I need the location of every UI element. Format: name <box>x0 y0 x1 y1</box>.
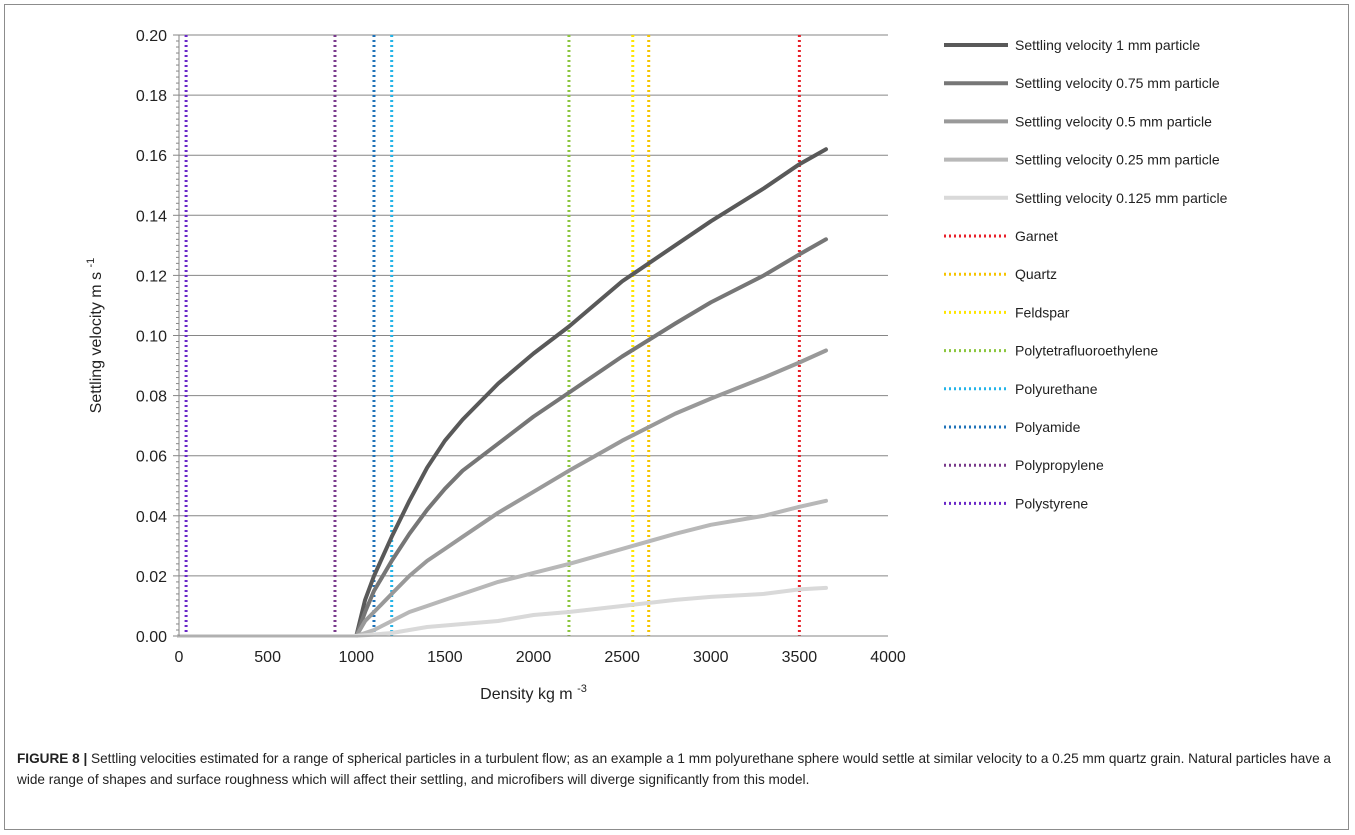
y-tick-label: 0.14 <box>136 208 167 225</box>
settling-velocity-chart: 0.00 0.02 0.04 0.06 0.08 0.10 0.12 0.14 0.16 0.18… <box>85 28 1228 703</box>
legend-label: Polytetrafluoroethylene <box>1015 343 1158 359</box>
x-tick-label: 1500 <box>427 649 463 666</box>
caption-text: Settling velocities estimated for a rang… <box>17 751 1331 787</box>
x-axis-label: Density kg m -3 <box>480 683 587 703</box>
x-tick-label: 2000 <box>516 649 552 666</box>
legend-label: Settling velocity 0.75 mm particle <box>1015 75 1220 91</box>
legend-label: Quartz <box>1015 266 1057 282</box>
legend-label: Polypropylene <box>1015 457 1104 473</box>
series-line <box>177 585 828 638</box>
legend-label: Settling velocity 0.25 mm particle <box>1015 152 1220 168</box>
y-axis-label-exponent: -1 <box>85 258 97 268</box>
x-tick-label: 4000 <box>870 649 906 666</box>
legend-label: Polyamide <box>1015 419 1081 435</box>
y-tick-label: 0.08 <box>136 389 167 406</box>
y-tick-label: 0.12 <box>136 268 167 285</box>
series-line <box>177 237 828 638</box>
y-tick-label: 0.18 <box>136 88 167 105</box>
legend-label: Feldspar <box>1015 304 1070 320</box>
x-tick-label: 1000 <box>338 649 374 666</box>
axes <box>173 34 888 637</box>
gridlines <box>179 34 888 637</box>
figure-frame <box>4 4 1349 830</box>
x-tick-label: 2500 <box>604 649 640 666</box>
legend-label: Settling velocity 0.5 mm particle <box>1015 113 1212 129</box>
legend: Settling velocity 1 mm particle Settling … <box>944 37 1228 511</box>
x-tick-label: 3000 <box>693 649 729 666</box>
legend-label: Polystyrene <box>1015 495 1088 511</box>
y-tick-label: 0.00 <box>136 629 167 646</box>
series-line <box>177 147 828 638</box>
x-tick-label: 0 <box>175 649 184 666</box>
reference-lines <box>184 35 801 636</box>
series-lines <box>177 147 828 638</box>
figure-caption: FIGURE 8 | Settling velocities estimated… <box>17 748 1335 790</box>
legend-label: Settling velocity 0.125 mm particle <box>1015 190 1228 206</box>
tick-labels: 0.00 0.02 0.04 0.06 0.08 0.10 0.12 0.14 0.16 0.18… <box>136 28 906 666</box>
x-axis-label-exponent: -3 <box>577 683 587 695</box>
y-axis-label: Settling velocity m s -1 <box>85 258 105 414</box>
series-line <box>177 498 828 638</box>
caption-label: FIGURE 8 | <box>17 751 88 766</box>
y-tick-label: 0.06 <box>136 449 167 466</box>
series-line <box>177 348 828 638</box>
y-tick-label: 0.20 <box>136 28 167 45</box>
legend-label: Settling velocity 1 mm particle <box>1015 37 1200 53</box>
y-tick-label: 0.02 <box>136 569 167 586</box>
y-tick-label: 0.16 <box>136 148 167 165</box>
legend-label: Polyurethane <box>1015 381 1098 397</box>
legend-label: Garnet <box>1015 228 1058 244</box>
x-tick-label: 500 <box>254 649 281 666</box>
x-tick-label: 3500 <box>782 649 818 666</box>
y-tick-label: 0.04 <box>136 509 167 526</box>
y-tick-label: 0.10 <box>136 329 167 346</box>
